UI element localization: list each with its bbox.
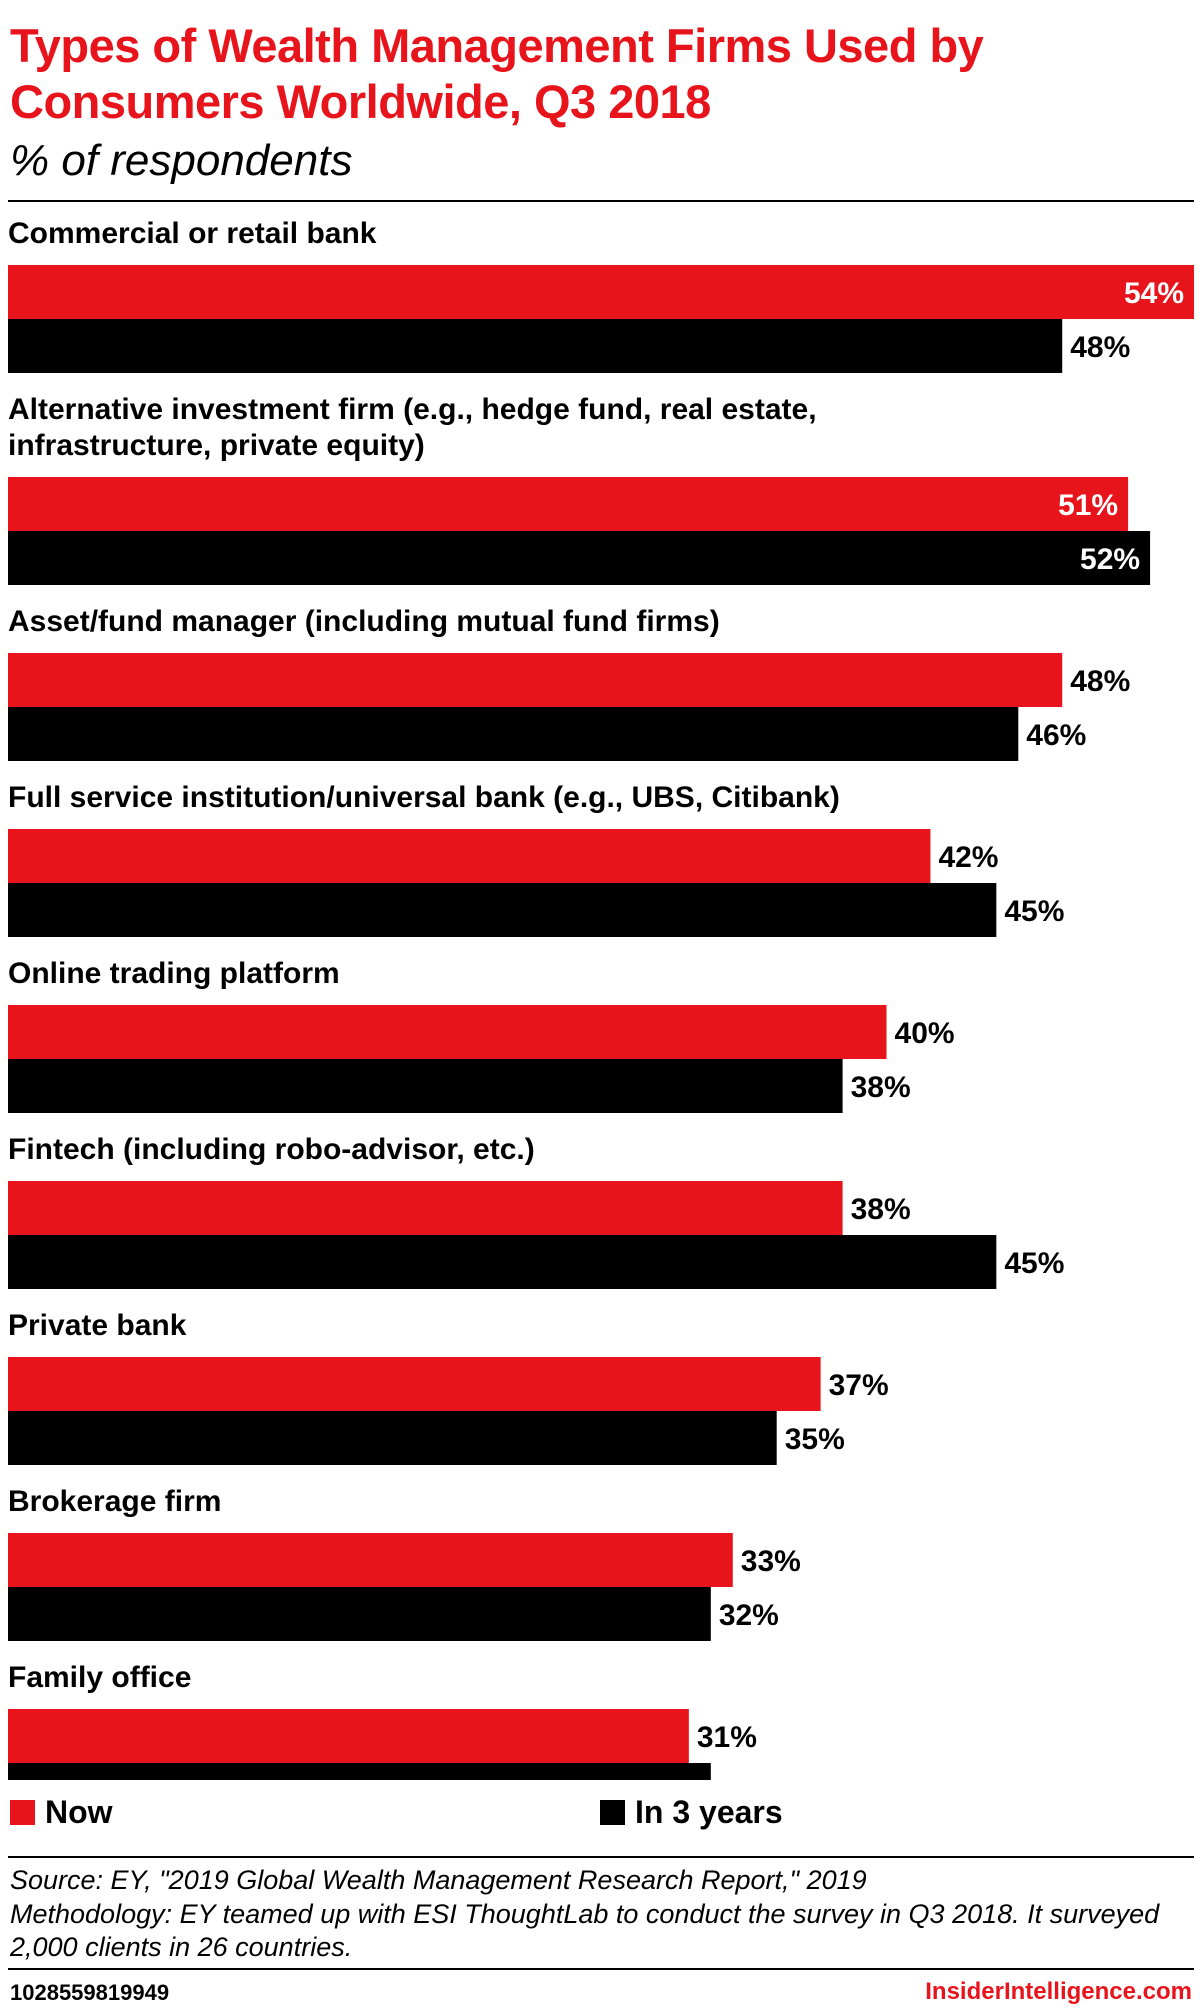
bar-in-3-years <box>8 1059 843 1113</box>
category-label: Commercial or retail bank <box>8 217 377 250</box>
bar-value-label: 38% <box>851 1071 911 1104</box>
bar-now <box>8 653 1063 707</box>
category-label: Alternative investment firm (e.g., hedge… <box>8 393 817 462</box>
bar-value-label: 37% <box>829 1369 889 1402</box>
bar-now <box>8 265 1194 319</box>
bar-now <box>8 1181 843 1235</box>
bar-value-label: 31% <box>697 1721 757 1754</box>
bar-value-label: 54% <box>1124 277 1184 310</box>
bar-in-3-years <box>8 1411 777 1465</box>
source-note: Source: EY, "2019 Global Wealth Manageme… <box>10 1865 867 1895</box>
bar-in-3-years <box>8 531 1151 585</box>
bar-now <box>8 829 931 883</box>
category-label: Fintech (including robo-advisor, etc.) <box>8 1133 535 1166</box>
chart-subtitle: % of respondents <box>10 136 353 185</box>
bar-value-label: 51% <box>1058 489 1118 522</box>
brand-link: InsiderIntelligence.com <box>925 1978 1192 2005</box>
legend-now-label: Now <box>45 1793 113 1830</box>
bar-in-3-years <box>8 1587 711 1641</box>
legend-in-3-years-label: In 3 years <box>635 1793 783 1830</box>
bar-in-3-years <box>8 1235 997 1289</box>
bottom-divider <box>8 1968 1194 1970</box>
top-divider <box>8 200 1194 202</box>
bar-value-label: 48% <box>1070 331 1130 364</box>
category-label: Asset/fund manager (including mutual fun… <box>8 605 720 638</box>
bar-value-label: 45% <box>1004 895 1064 928</box>
category-label: Family office <box>8 1661 191 1694</box>
bar-value-label: 46% <box>1026 719 1086 752</box>
bar-value-label: 38% <box>851 1193 911 1226</box>
bar-in-3-years <box>8 707 1019 761</box>
chart-title: Types of Wealth Management Firms Used by… <box>10 19 984 128</box>
bar-value-label: 32% <box>719 1775 779 1780</box>
bar-now <box>8 1533 733 1587</box>
legend-in-3-years-swatch <box>600 1799 625 1825</box>
bar-value-label: 42% <box>938 841 998 874</box>
category-label: Online trading platform <box>8 957 340 990</box>
bar-now <box>8 477 1129 531</box>
bar-value-label: 52% <box>1080 543 1140 576</box>
methodology-note: Methodology: EY teamed up with ESI Thoug… <box>10 1899 1160 1962</box>
chart-id: 1028559819949 <box>10 1980 170 2005</box>
category-label: Brokerage firm <box>8 1485 221 1518</box>
bar-now <box>8 1005 887 1059</box>
category-label: Private bank <box>8 1309 187 1342</box>
bar-value-label: 33% <box>741 1545 801 1578</box>
legend-now: Now <box>10 1790 113 1834</box>
footer-divider <box>8 1856 1194 1858</box>
bar-chart: Commercial or retail bank 54% 48% Alternati… <box>8 217 1194 1780</box>
legend-now-swatch <box>10 1799 35 1825</box>
bar-value-label: 35% <box>785 1423 845 1456</box>
bar-value-label: 32% <box>719 1599 779 1632</box>
category-label: Full service institution/universal bank … <box>8 781 840 814</box>
bar-in-3-years <box>8 1763 711 1780</box>
bar-in-3-years <box>8 319 1063 373</box>
bar-now <box>8 1709 689 1763</box>
bar-in-3-years <box>8 883 997 937</box>
bar-value-label: 48% <box>1070 665 1130 698</box>
bar-value-label: 40% <box>895 1017 955 1050</box>
legend-in-3-years: In 3 years <box>600 1790 783 1834</box>
bar-value-label: 45% <box>1004 1247 1064 1280</box>
bar-now <box>8 1357 821 1411</box>
